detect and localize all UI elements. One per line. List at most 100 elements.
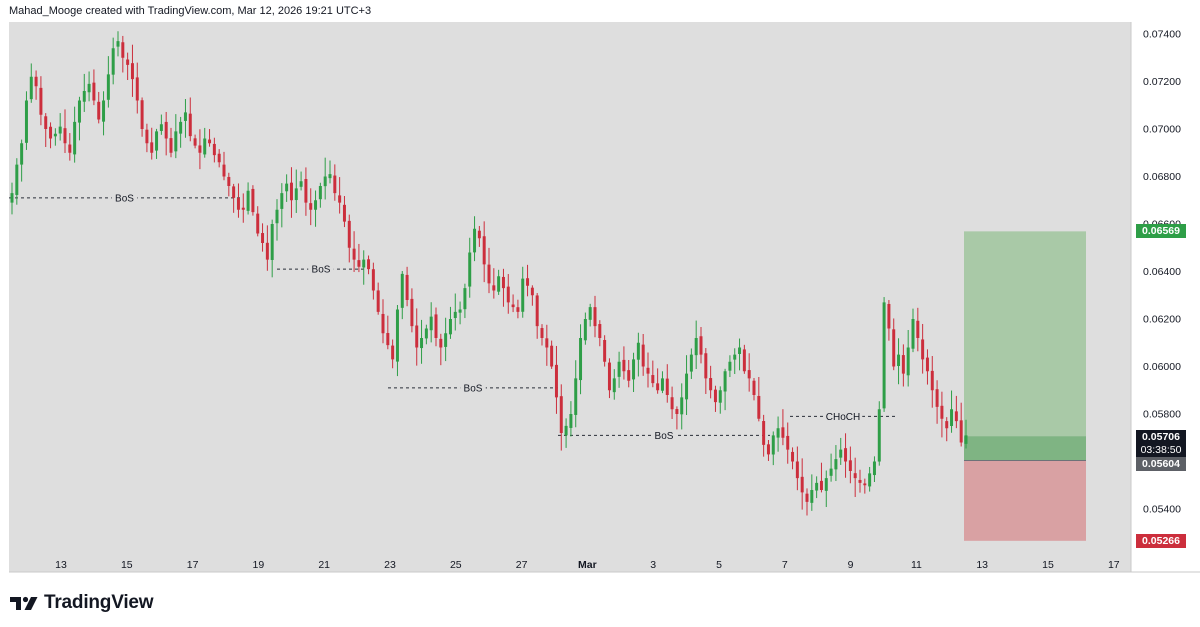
candle-body: [824, 478, 828, 491]
candle-body: [699, 336, 703, 355]
candle-body: [53, 133, 57, 137]
position-zones[interactable]: [964, 231, 1086, 541]
candle-body: [261, 233, 265, 243]
chart-plot-area: [9, 22, 1131, 572]
candle-body: [376, 290, 380, 312]
candle-body: [97, 101, 101, 120]
candle-body: [882, 302, 886, 409]
x-tick-label: 23: [384, 559, 396, 571]
candle-body: [314, 200, 318, 210]
candle-body: [800, 476, 804, 493]
candle-body: [400, 273, 404, 308]
candle-body: [540, 328, 544, 338]
tradingview-logo[interactable]: TradingView: [10, 592, 154, 614]
candle-body: [497, 276, 501, 292]
candle-body: [198, 145, 202, 153]
candle-body: [318, 186, 322, 200]
candle-body: [564, 425, 568, 436]
candle-body: [159, 124, 163, 131]
candle-body: [815, 482, 819, 491]
candle-body: [795, 461, 799, 479]
candle-body: [791, 451, 795, 462]
candle-body: [183, 112, 187, 121]
candle-body: [304, 179, 308, 203]
candle-body: [911, 319, 915, 349]
candle-body: [236, 198, 240, 210]
x-tick-label: 15: [1042, 559, 1054, 571]
candle-body: [940, 405, 944, 419]
candle-body: [429, 316, 433, 331]
candle-body: [352, 248, 356, 260]
candle-body: [174, 131, 178, 152]
candle-body: [371, 269, 375, 291]
candles: [10, 31, 968, 516]
candle-body: [82, 91, 86, 102]
candle-body: [839, 449, 843, 458]
candle-body: [622, 359, 626, 372]
x-tick-label: 13: [976, 559, 988, 571]
candle-body: [212, 143, 216, 156]
candle-body: [328, 174, 332, 179]
y-tick-label: 0.06400: [1143, 266, 1181, 278]
candle-body: [574, 378, 578, 415]
candle-body: [24, 100, 28, 143]
candle-body: [217, 153, 221, 163]
candle-body: [906, 347, 910, 376]
candle-body: [270, 224, 274, 260]
current-price-tag: 0.05706: [1136, 430, 1186, 444]
candle-body: [617, 361, 621, 377]
y-tick-label: 0.07000: [1143, 124, 1181, 136]
candle-body: [603, 339, 607, 362]
candle-body: [588, 307, 592, 320]
x-tick-label: 11: [911, 559, 922, 571]
candle-body: [501, 276, 505, 289]
candle-body: [10, 193, 14, 203]
candle-body: [848, 460, 852, 471]
candle-body: [309, 203, 313, 210]
y-tick-label: 0.05400: [1143, 504, 1181, 516]
candle-body: [660, 378, 664, 391]
candle-body: [742, 349, 746, 372]
structure-label: BoS: [655, 431, 674, 442]
structure-label-bg: [823, 410, 863, 423]
candle-body: [709, 378, 713, 391]
candle-body: [106, 74, 110, 100]
candle-body: [954, 411, 958, 422]
x-tick-label: 27: [516, 559, 528, 571]
candle-body: [636, 342, 640, 360]
candle-body: [925, 357, 929, 372]
candle-body: [689, 354, 693, 372]
candle-body: [420, 338, 424, 349]
candle-body: [140, 100, 144, 129]
candle-body: [73, 121, 77, 155]
candle-body: [126, 59, 130, 65]
candle-body: [251, 188, 255, 213]
candle-body: [521, 278, 525, 312]
candle-body: [121, 42, 125, 58]
candle-body: [844, 448, 848, 462]
tradingview-logo-icon: [10, 596, 38, 610]
candle-body: [877, 409, 881, 462]
candle-body: [930, 370, 934, 391]
target-price-tag: 0.06569: [1136, 224, 1186, 239]
candle-body: [656, 383, 660, 391]
candle-body: [868, 473, 872, 487]
candle-body: [897, 354, 901, 367]
candle-body: [29, 76, 33, 100]
candle-body: [256, 213, 260, 234]
candle-body: [395, 309, 399, 362]
time-axis[interactable]: 13 15 17 19 21 23 25 27 Mar 3 5 7 9 11 13 15 17: [55, 559, 1120, 571]
structure-label-bg: [111, 191, 138, 204]
candle-body: [959, 420, 963, 443]
candle-body: [670, 397, 674, 410]
candle-body: [887, 303, 891, 329]
candle-body: [265, 242, 269, 260]
entry-price-tag: 0.05604: [1136, 457, 1186, 471]
tradingview-logo-text: TradingView: [44, 592, 154, 613]
candle-body: [675, 409, 679, 414]
candle-body: [49, 126, 53, 139]
y-tick-label: 0.06800: [1143, 171, 1181, 183]
candle-body: [583, 319, 587, 341]
candle-body: [516, 307, 520, 312]
